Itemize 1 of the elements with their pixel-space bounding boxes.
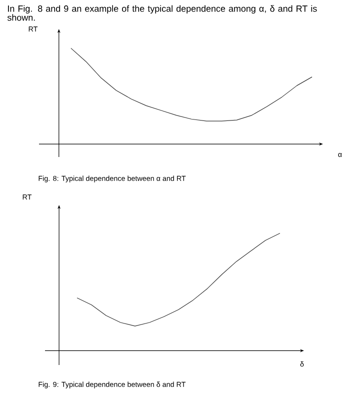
chart-title: In Fig. 8 and 9 an example of the typical dependence among α, δ and RT is shown.	[7, 5, 317, 21]
